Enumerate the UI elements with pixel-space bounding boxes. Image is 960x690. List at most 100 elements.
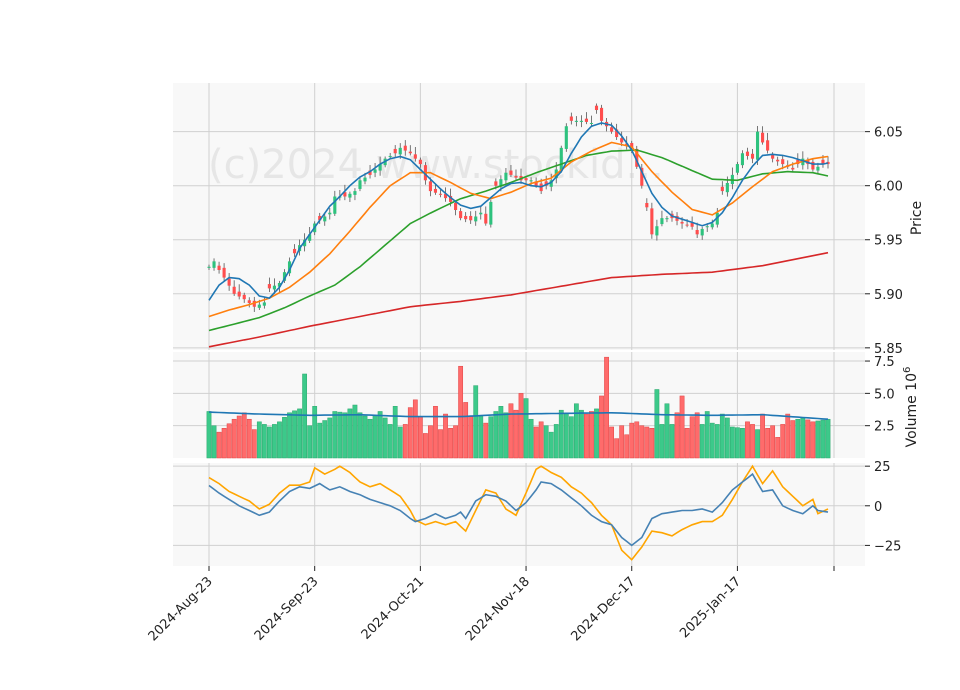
- volume-bar: [372, 415, 378, 459]
- volume-bar: [417, 416, 423, 459]
- candle-body: [690, 222, 694, 227]
- volume-bar: [513, 409, 519, 459]
- volume-bar: [639, 425, 645, 459]
- volume-bar: [634, 421, 640, 459]
- volume-bar: [337, 411, 343, 459]
- candle-body: [635, 148, 639, 167]
- volume-bar: [508, 403, 514, 459]
- y-tick-label: 5.90: [874, 288, 903, 303]
- candle-body: [766, 140, 770, 151]
- volume-bar: [684, 428, 690, 459]
- volume-bar: [367, 418, 373, 459]
- candle-body: [680, 221, 684, 224]
- volume-bar: [352, 404, 358, 459]
- volume-bar: [287, 412, 292, 459]
- candle-body: [509, 170, 513, 175]
- volume-bar: [594, 408, 599, 459]
- volume-bar: [790, 420, 796, 459]
- volume-bar: [498, 406, 504, 459]
- volume-bar: [407, 407, 413, 459]
- volume-bar: [820, 419, 826, 459]
- candle-body: [348, 193, 352, 198]
- candle-body: [544, 181, 548, 186]
- volume-bar: [428, 425, 433, 459]
- x-tick-label: 2024-Aug-23: [146, 574, 216, 644]
- candle-body: [534, 181, 538, 186]
- candle-body: [504, 172, 508, 181]
- volume-bar: [584, 413, 589, 459]
- volume-bar: [387, 424, 393, 459]
- volume-bar: [805, 419, 811, 459]
- candle-body: [549, 180, 553, 187]
- candle-body: [494, 181, 498, 186]
- candle-body: [826, 161, 830, 165]
- candle-body: [343, 192, 347, 197]
- candle-body: [323, 216, 327, 222]
- candle-body: [755, 131, 760, 160]
- candle-body: [474, 216, 478, 222]
- candle-body: [449, 195, 453, 202]
- candle-body: [333, 196, 337, 214]
- candle-body: [459, 211, 463, 219]
- candle-body: [761, 132, 765, 143]
- candle-body: [368, 170, 372, 175]
- volume-bar: [619, 425, 625, 459]
- candle-body: [720, 186, 724, 192]
- volume-bar: [272, 424, 277, 459]
- candle-body: [735, 164, 739, 173]
- volume-bar: [579, 409, 584, 459]
- candle-body: [277, 282, 282, 287]
- volume-bar: [241, 412, 247, 459]
- oscillator-main-line: [208, 472, 829, 547]
- x-tick-label: 2024-Dec-17: [568, 574, 638, 644]
- volume-bar: [810, 421, 816, 459]
- volume-bar: [755, 429, 760, 459]
- candle-body: [584, 118, 588, 122]
- volume-bar: [780, 424, 786, 459]
- candle-body: [262, 302, 266, 306]
- candle-body: [257, 304, 261, 308]
- volume-bar: [277, 421, 282, 459]
- candle-body: [745, 151, 750, 156]
- volume-bar: [624, 434, 630, 459]
- volume-bar: [533, 426, 539, 459]
- candle-body: [811, 161, 815, 170]
- candle-body: [438, 193, 443, 195]
- volume-bar: [795, 418, 801, 459]
- candle-body: [222, 267, 226, 278]
- volume-bar: [750, 424, 755, 459]
- volume-bar: [458, 365, 464, 459]
- candle-body: [287, 261, 292, 274]
- volume-bar: [609, 426, 614, 459]
- candle-body: [282, 272, 287, 281]
- candle-body: [378, 164, 382, 171]
- candle-body: [665, 218, 669, 220]
- volume-bar: [231, 418, 237, 459]
- candle-body: [433, 188, 438, 193]
- volume-bar: [825, 418, 831, 459]
- volume-bar: [488, 416, 494, 459]
- candle-body: [705, 226, 709, 228]
- candle-body: [247, 300, 251, 303]
- volume-bar: [448, 428, 453, 459]
- volume-bar: [679, 395, 685, 459]
- volume-bar: [669, 424, 675, 459]
- price-axis-label: Price: [909, 201, 925, 235]
- volume-bar: [553, 424, 559, 459]
- volume-bar: [699, 424, 705, 459]
- volume-bar: [538, 421, 544, 459]
- candle-body: [710, 223, 714, 228]
- volume-bar: [412, 399, 418, 459]
- volume-bar: [327, 417, 333, 459]
- candle-body: [237, 291, 241, 297]
- candle-body: [408, 151, 412, 154]
- candle-body: [232, 286, 236, 294]
- volume-bar: [347, 408, 353, 459]
- candle-body: [207, 266, 211, 268]
- volume-bar: [644, 426, 650, 459]
- candle-body: [469, 215, 473, 221]
- volume-bar: [468, 416, 474, 459]
- volume-bar: [573, 403, 579, 459]
- volume-bar: [297, 408, 302, 459]
- volume-bar: [523, 398, 529, 459]
